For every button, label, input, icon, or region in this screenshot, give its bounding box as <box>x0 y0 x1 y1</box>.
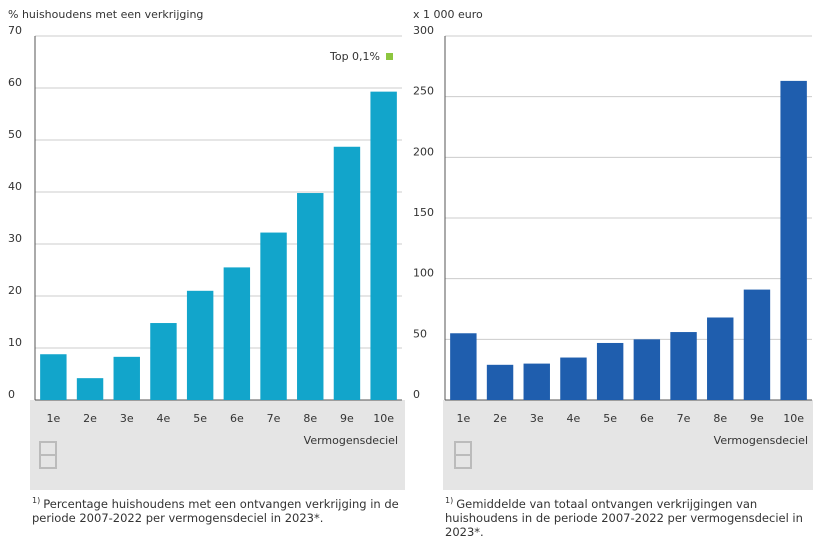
x-tick-label: 9e <box>340 412 354 425</box>
note-marker: 1) <box>32 496 41 505</box>
bar <box>113 356 140 400</box>
x-tick-label: 10e <box>783 412 804 425</box>
bar <box>560 357 587 400</box>
bar <box>707 317 734 400</box>
bar <box>450 333 477 400</box>
x-axis-label: Vermogensdeciel <box>304 434 398 447</box>
y-axis-label: % huishoudens met een verkrijging <box>8 8 203 21</box>
y-tick-label: 40 <box>8 180 22 193</box>
x-tick-label: 8e <box>303 412 317 425</box>
bar <box>670 332 697 400</box>
y-axis-label: x 1 000 euro <box>413 8 483 21</box>
bar <box>223 267 251 400</box>
x-tick-label: 2e <box>83 412 97 425</box>
y-tick-label: 30 <box>8 232 22 245</box>
y-tick-label: 250 <box>413 85 434 98</box>
bar <box>76 378 104 400</box>
y-tick-label: 20 <box>8 284 22 297</box>
bar <box>150 323 177 400</box>
y-tick-label: 100 <box>413 267 434 280</box>
y-tick-label: 70 <box>8 24 22 37</box>
bar <box>297 193 324 400</box>
legend-label: Top 0,1% <box>329 50 380 63</box>
bar <box>333 146 361 400</box>
x-tick-label: 5e <box>603 412 617 425</box>
x-tick-label: 6e <box>230 412 244 425</box>
y-tick-label: 10 <box>8 336 22 349</box>
y-tick-label: 150 <box>413 206 434 219</box>
logo <box>39 441 472 469</box>
x-tick-label: 4e <box>157 412 171 425</box>
bar <box>743 289 771 400</box>
bar <box>260 232 287 400</box>
y-tick-label: 200 <box>413 145 434 158</box>
bar <box>780 80 807 400</box>
x-tick-label: 2e <box>493 412 507 425</box>
y-tick-label: 0 <box>8 388 15 401</box>
y-tick-label: 300 <box>413 24 434 37</box>
x-tick-label: 1e <box>46 412 60 425</box>
y-tick-label: 50 <box>413 327 427 340</box>
x-tick-label: 10e <box>373 412 394 425</box>
bar <box>486 364 514 400</box>
panel-footer <box>443 400 813 490</box>
note-text: Gemiddelde van totaal ontvangen verkrijg… <box>445 496 803 539</box>
x-tick-label: 3e <box>530 412 544 425</box>
panel-footer <box>30 400 405 490</box>
y-tick-label: 0 <box>413 388 420 401</box>
bar <box>633 339 661 400</box>
x-tick-label: 6e <box>640 412 654 425</box>
x-axis-label: Vermogensdeciel <box>714 434 808 447</box>
x-tick-label: 1e <box>456 412 470 425</box>
note-marker: 1) <box>445 496 454 505</box>
bar <box>186 290 214 400</box>
x-tick-label: 7e <box>677 412 691 425</box>
x-tick-label: 8e <box>713 412 727 425</box>
x-tick-label: 9e <box>750 412 764 425</box>
note-text: Percentage huishoudens met een ontvangen… <box>32 496 399 525</box>
bar <box>596 342 624 400</box>
bar <box>40 354 67 400</box>
x-tick-label: 5e <box>193 412 207 425</box>
y-tick-label: 50 <box>8 128 22 141</box>
footnote: 1) Gemiddelde van totaal ontvangen verkri… <box>445 494 815 539</box>
x-tick-label: 4e <box>567 412 581 425</box>
legend-swatch <box>386 53 393 60</box>
y-tick-label: 60 <box>8 76 22 89</box>
bar <box>370 91 397 400</box>
x-tick-label: 7e <box>267 412 281 425</box>
footnote: 1) Percentage huishoudens met een ontvang… <box>32 494 412 525</box>
x-tick-label: 3e <box>120 412 134 425</box>
bar <box>523 363 550 400</box>
